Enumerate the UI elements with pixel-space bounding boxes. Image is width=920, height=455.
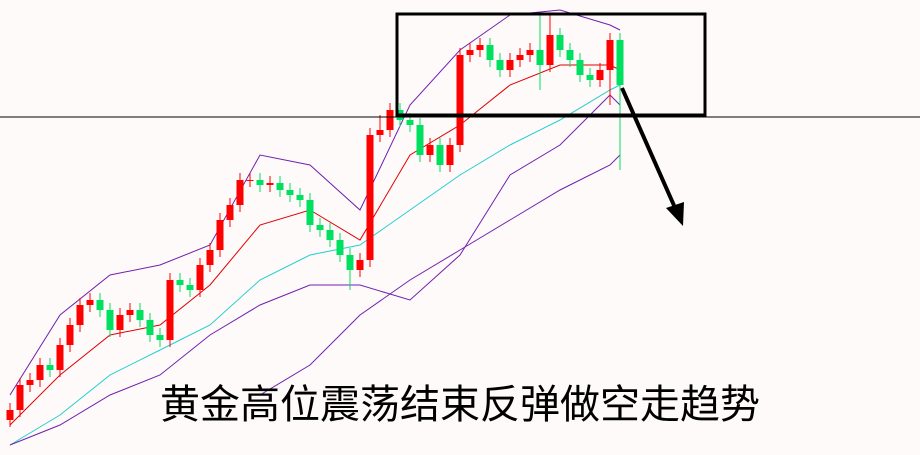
candle-body bbox=[446, 145, 454, 165]
candle-body bbox=[586, 75, 594, 80]
candle-body bbox=[96, 300, 104, 310]
candle-body bbox=[136, 310, 144, 320]
candle-body bbox=[416, 125, 424, 155]
candle-body bbox=[436, 145, 444, 165]
candle-body bbox=[266, 183, 274, 185]
candle-body bbox=[576, 60, 584, 75]
candle-body bbox=[346, 255, 354, 270]
candle-body bbox=[226, 205, 234, 220]
indicator-line bbox=[9, 9, 621, 396]
candle-body bbox=[66, 325, 74, 345]
candle-body bbox=[566, 50, 574, 60]
candle-body bbox=[156, 335, 164, 340]
candle-body bbox=[256, 180, 264, 185]
candle-body bbox=[176, 280, 184, 285]
candle-body bbox=[386, 110, 394, 130]
candle-body bbox=[106, 310, 114, 330]
candle-body bbox=[16, 385, 24, 410]
candle-body bbox=[376, 130, 384, 135]
candle-body bbox=[76, 305, 84, 325]
candle-body bbox=[466, 50, 474, 55]
candle-body bbox=[526, 50, 534, 55]
candle-body bbox=[56, 345, 64, 370]
candle-body bbox=[356, 260, 364, 270]
candle-body bbox=[306, 200, 314, 225]
candle-body bbox=[536, 50, 544, 65]
candle-body bbox=[406, 120, 414, 125]
candle-body bbox=[246, 180, 254, 181]
candle-body bbox=[606, 40, 614, 70]
range-box bbox=[395, 12, 707, 117]
candle-body bbox=[286, 190, 294, 195]
indicator-line bbox=[9, 64, 621, 426]
candle-body bbox=[126, 310, 134, 315]
candle-body bbox=[546, 35, 554, 65]
indicator-line bbox=[259, 154, 621, 396]
candle-body bbox=[166, 280, 174, 340]
candle-body bbox=[316, 225, 324, 230]
candle-body bbox=[336, 240, 344, 255]
arrow-head bbox=[666, 202, 684, 226]
candle-body bbox=[496, 60, 504, 70]
candle-body bbox=[46, 365, 54, 370]
candle-body bbox=[516, 55, 524, 60]
candle-body bbox=[216, 220, 224, 250]
candle-body bbox=[426, 145, 434, 155]
candle-body bbox=[476, 45, 484, 50]
candle-body bbox=[326, 230, 334, 240]
candle-body bbox=[146, 320, 154, 335]
candle-body bbox=[296, 195, 304, 200]
indicator-line bbox=[9, 84, 621, 446]
plot bbox=[6, 9, 624, 446]
candle-body bbox=[86, 300, 94, 305]
indicator-line bbox=[9, 94, 621, 446]
candle-body bbox=[116, 315, 124, 330]
candle-body bbox=[26, 380, 34, 385]
candle-body bbox=[206, 250, 214, 265]
candle-body bbox=[196, 265, 204, 290]
candle-body bbox=[486, 45, 494, 60]
candle-body bbox=[6, 410, 14, 420]
candle-body bbox=[236, 180, 244, 205]
candle-body bbox=[616, 40, 624, 85]
candle-body bbox=[456, 55, 464, 145]
candle-body bbox=[36, 365, 44, 380]
trend-arrow bbox=[620, 87, 678, 211]
candle-body bbox=[556, 35, 564, 50]
candle-body bbox=[276, 183, 284, 190]
candle-body bbox=[366, 135, 374, 260]
candle-body bbox=[506, 60, 514, 70]
candle-body bbox=[186, 285, 194, 290]
candle-body bbox=[596, 70, 604, 80]
annotation: 黄金高位震荡结束反弹做空走趋势 bbox=[160, 382, 760, 428]
